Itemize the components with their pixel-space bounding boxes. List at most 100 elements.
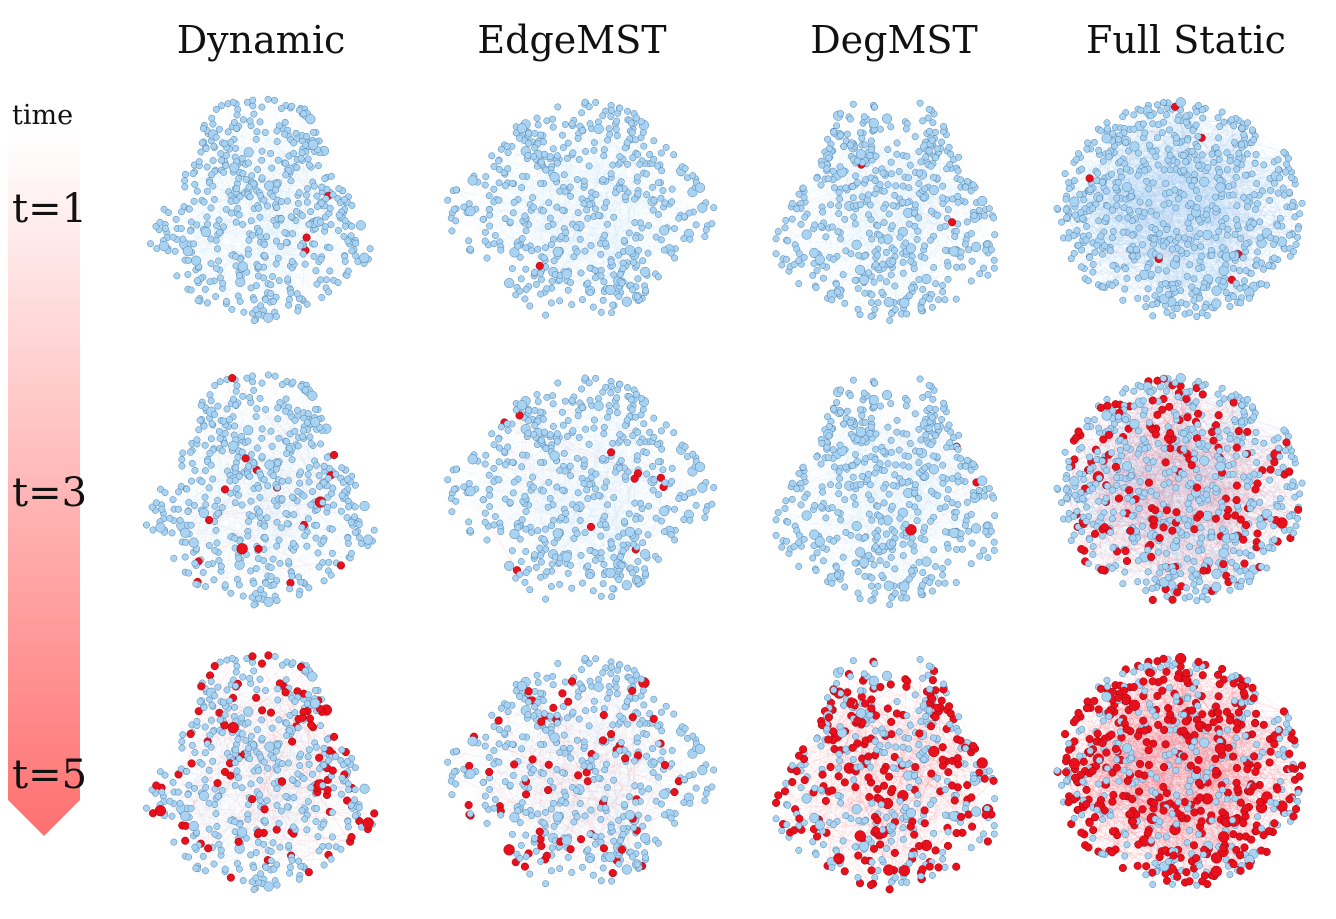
network-edge [515, 132, 633, 296]
network-node [582, 148, 590, 155]
network-node [905, 184, 913, 192]
network-node [592, 98, 600, 106]
network-node [932, 280, 940, 288]
network-node [563, 154, 571, 162]
network-node [548, 241, 555, 248]
network-node [640, 266, 651, 277]
network-edge [1172, 264, 1226, 285]
network-node [689, 172, 697, 179]
network-edge [1129, 153, 1286, 197]
network-edge [1150, 141, 1177, 149]
network-node [865, 191, 872, 199]
network-node [644, 249, 652, 257]
network-edge [519, 277, 596, 292]
network-node [537, 269, 544, 277]
network-node [843, 130, 851, 138]
network-edge [600, 170, 662, 244]
network-node [326, 244, 334, 252]
network-edge [836, 150, 928, 257]
network-edge [833, 133, 868, 200]
network-node [559, 206, 567, 214]
network-node [258, 103, 266, 111]
network-node [516, 123, 527, 134]
network-node [560, 171, 568, 179]
network-node [971, 241, 982, 253]
network-node [272, 260, 280, 268]
network-node [193, 277, 201, 285]
network-node [850, 213, 858, 221]
network-node [534, 245, 542, 253]
network-edge [184, 186, 219, 262]
network-node [795, 257, 803, 265]
network-edge [1132, 246, 1201, 262]
network-edge [564, 174, 621, 189]
network-node [501, 182, 509, 190]
network-node [867, 137, 875, 145]
network-edge [1074, 141, 1182, 208]
network-node [239, 116, 247, 124]
network-edge [1169, 162, 1197, 308]
network-edge [877, 225, 957, 268]
network-node [774, 228, 782, 236]
network-node [564, 286, 572, 294]
network-node [282, 171, 290, 179]
network-node [290, 139, 298, 147]
network-node [587, 242, 595, 249]
network-node [884, 146, 892, 153]
network-node [772, 235, 780, 243]
network-node [234, 205, 242, 212]
network-edge [567, 270, 596, 291]
network-node [620, 236, 628, 244]
network-edge [1178, 116, 1227, 293]
network-node [944, 262, 952, 270]
network-node [652, 233, 660, 241]
network-edge [1220, 153, 1286, 255]
network-edge [1178, 116, 1200, 220]
network-edge [250, 196, 293, 218]
network-node [549, 145, 557, 153]
network-edge [520, 239, 581, 258]
network-edge [1133, 128, 1173, 161]
network-edge [543, 228, 675, 258]
network-node [916, 99, 924, 107]
network-node [680, 235, 688, 242]
network-edge [1118, 162, 1223, 194]
network-node [628, 129, 636, 137]
network-edge [684, 175, 694, 217]
network-edge [563, 147, 685, 239]
network-node [610, 213, 618, 221]
network-edge [258, 233, 334, 281]
network-node [980, 264, 988, 272]
network-node [534, 121, 542, 129]
network-node [928, 136, 936, 144]
network-node [778, 261, 786, 269]
network-node [318, 199, 326, 207]
network-node [882, 278, 890, 286]
network-edge [238, 126, 259, 277]
network-edge [1145, 234, 1228, 307]
network-edge [1251, 223, 1262, 264]
network-node [868, 235, 876, 243]
network-node [243, 147, 254, 158]
network-node [258, 147, 266, 155]
network-edge [498, 200, 542, 257]
network-edge [862, 256, 914, 286]
network-node [911, 201, 919, 209]
network-node [882, 248, 890, 256]
network-node [281, 130, 289, 138]
network-node [885, 210, 893, 218]
network-node [208, 171, 216, 179]
network-node [946, 160, 954, 168]
network-node [781, 224, 789, 232]
network-edge [505, 185, 633, 254]
network-node [267, 281, 275, 289]
network-node [260, 196, 268, 204]
network-node [215, 216, 223, 224]
network-edge [195, 269, 298, 295]
network-edge [251, 159, 279, 184]
network-edge [1089, 205, 1151, 264]
network-edge [564, 120, 575, 211]
network-node [244, 250, 252, 258]
network-node [215, 125, 223, 133]
network-node [327, 172, 335, 180]
